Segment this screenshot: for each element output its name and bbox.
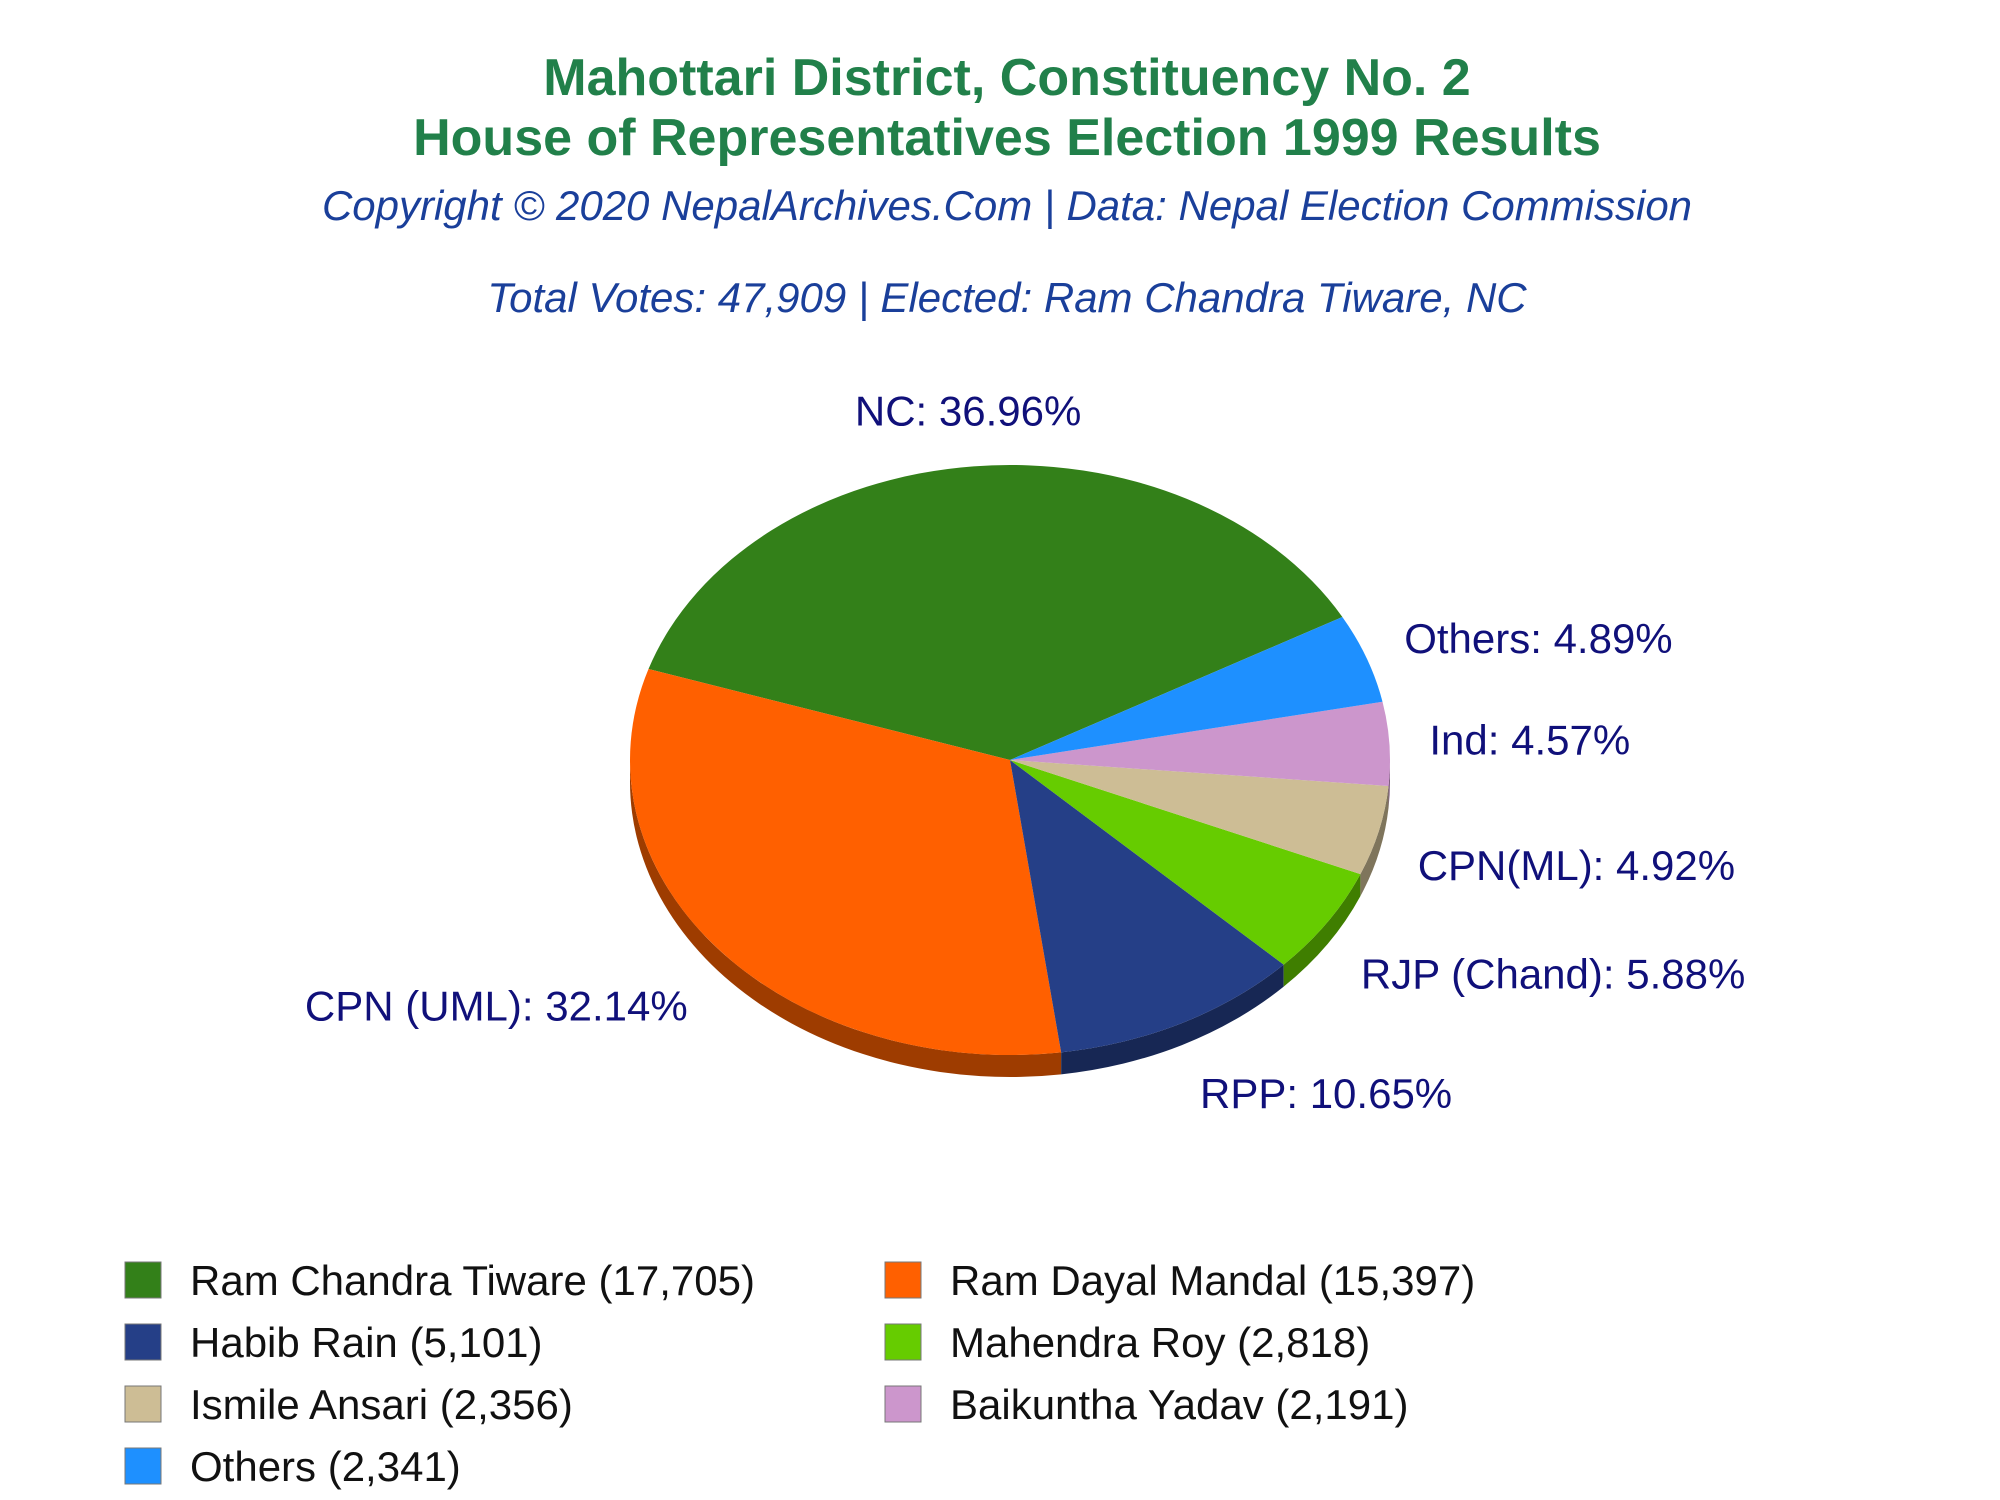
pie [630,464,1390,1078]
pie-slice-others [1010,616,1383,760]
legend-label-rpp: Habib Rain (5,101) [190,1319,543,1366]
slice-label-cpn-uml: CPN (UML): 32.14% [305,983,688,1030]
legend-swatch-ind [884,1385,922,1423]
slice-labels: NC: 36.96% CPN (UML): 32.14% RPP: 10.65% RJ… [305,388,1745,1117]
pie-slice-rpp [1010,760,1284,1053]
legend-swatch-others [124,1447,162,1485]
slice-label-nc: NC: 36.96% [855,388,1081,435]
legend-swatch-cpn-uml [884,1261,922,1299]
pie-slice-rjp-chand [1010,760,1361,965]
legend-swatch-nc [124,1261,162,1299]
slice-label-others: Others: 4.89% [1404,615,1672,662]
summary-line: Total Votes: 47,909 | Elected: Ram Chand… [487,274,1527,322]
slice-label-rjp-chand: RJP (Chand): 5.88% [1361,950,1745,997]
legend-label-cpn-uml: Ram Dayal Mandal (15,397) [950,1257,1475,1304]
copyright-line: Copyright © 2020 NepalArchives.Com | Dat… [322,182,1692,230]
legend-swatch-cpn-ml [124,1385,162,1423]
legend: Ram Chandra Tiware (17,705) Ram Dayal Man… [124,1257,1475,1490]
chart-title: Mahottari District, Constituency No. 2 [543,49,1470,107]
pie-side-rjp-chand [1283,874,1361,987]
slice-label-ind: Ind: 4.57% [1429,717,1630,764]
pie-slice-ind [1010,701,1390,786]
slice-label-cpn-ml: CPN(ML): 4.92% [1418,842,1735,889]
pie-side-ind [1388,760,1390,808]
legend-label-ind: Baikuntha Yadav (2,191) [950,1381,1408,1428]
pie-side-cpn-ml [1360,785,1389,897]
chart-subtitle: House of Representatives Election 1999 R… [413,109,1601,167]
legend-swatch-rpp [124,1323,162,1361]
pie-side-rpp [1061,964,1284,1075]
legend-label-nc: Ram Chandra Tiware (17,705) [190,1257,755,1304]
legend-label-others: Others (2,341) [190,1443,461,1490]
legend-label-rjp-chand: Mahendra Roy (2,818) [950,1319,1370,1366]
slice-label-rpp: RPP: 10.65% [1200,1070,1452,1117]
legend-label-cpn-ml: Ismile Ansari (2,356) [190,1381,573,1428]
pie-slice-cpn-uml [630,669,1062,1055]
pie-slice-nc [648,464,1343,760]
legend-swatch-rjp-chand [884,1323,922,1361]
pie-slice-cpn-ml [1010,760,1389,875]
